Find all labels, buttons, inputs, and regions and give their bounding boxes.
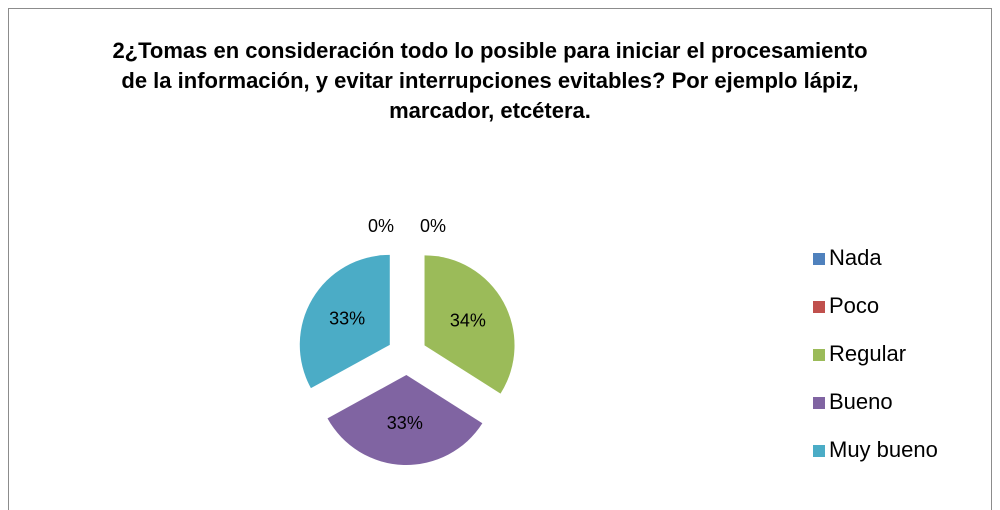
- legend-label: Bueno: [829, 389, 893, 414]
- chart-title: 2¿Tomas en consideración todo lo posible…: [112, 38, 868, 123]
- legend-swatch: [813, 253, 825, 265]
- data-label: 0%: [368, 216, 394, 236]
- data-label: 33%: [329, 308, 365, 328]
- data-label: 0%: [420, 216, 446, 236]
- pie-slice: [299, 254, 390, 389]
- legend-label: Regular: [829, 341, 906, 366]
- pie-slice: [327, 374, 483, 465]
- legend-label: Poco: [829, 293, 879, 318]
- legend-swatch: [813, 397, 825, 409]
- pie-slice: [424, 255, 515, 394]
- legend-swatch: [813, 301, 825, 313]
- data-label: 33%: [387, 413, 423, 433]
- data-label: 34%: [450, 310, 486, 330]
- legend-swatch: [813, 445, 825, 457]
- legend-swatch: [813, 349, 825, 361]
- legend-label: Muy bueno: [829, 437, 938, 462]
- chart-frame: [8, 8, 992, 510]
- legend-label: Nada: [829, 245, 882, 270]
